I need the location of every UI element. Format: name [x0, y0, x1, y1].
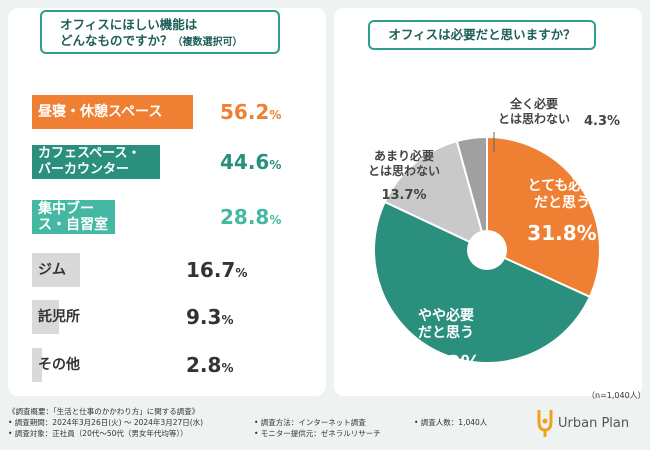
bar-1: カフェスペース・ バーカウンター — [32, 145, 160, 179]
bar-0: 昼寝・休憩スペース — [32, 95, 194, 129]
bar-fill-0 — [32, 95, 194, 129]
footer-survey-title: 《調査概要：「生活と仕事のかかわり方」に関する調査》 — [8, 407, 200, 416]
bar-3: ジム — [32, 253, 80, 287]
bar-value-2: 28.8% — [220, 205, 282, 229]
footer-survey-method: • 調査方法：インターネット調査 — [254, 418, 366, 427]
bar-label-2: 集中ブース・自習室 — [38, 201, 108, 233]
pie-label-2-line0: あまり必要 — [374, 148, 434, 163]
footer-sample-count: • 調査人数：1,040人 — [414, 418, 488, 427]
sample-size: （n=1,040人） — [587, 391, 646, 400]
pie-slice-1 — [373, 200, 592, 365]
bar-2: 集中ブース・自習室 — [32, 200, 115, 234]
pie-label-0-line1: だと思う — [534, 195, 590, 211]
left-question-box: オフィスにほしい機能は どんなものですか？（複数選択可） — [40, 10, 280, 54]
bar-fill-4 — [32, 300, 59, 334]
pie-label-1-line1: だと思う — [418, 325, 474, 341]
footer-survey-period: • 調査期間：2024年3月26日(火) 〜 2024年3月27日(水) — [8, 418, 204, 427]
bar-label-1: カフェスペース・ バーカウンター — [38, 146, 141, 177]
pie-slice-2 — [383, 139, 489, 252]
bar-4: 託児所 — [32, 300, 80, 334]
pie-value-1: 50.2% — [411, 351, 480, 375]
logo-text: Urban Plan — [558, 415, 630, 431]
pie-label-1-line0: やや必要 — [418, 307, 474, 324]
bar-label-4: 託児所 — [38, 309, 80, 325]
pie-label-2-line1: とは思わない — [368, 164, 440, 178]
pie-value-3: 4.3% — [584, 114, 620, 129]
right-question-box: オフィスは必要だと思いますか？ — [368, 20, 596, 50]
bar-label-0: 昼寝・休憩スペース — [38, 104, 163, 120]
bar-fill-1 — [32, 145, 160, 179]
bar-fill-5 — [32, 348, 42, 382]
pie-label-0-line0: とても必要 — [528, 177, 597, 194]
footer-col-3: • 調査人数：1,040人 — [414, 417, 487, 428]
pie-value-2: 13.7% — [381, 188, 426, 203]
bar-label-3: ジム — [38, 262, 66, 278]
bar-fill-3 — [32, 253, 80, 287]
bar-value-0: 56.2% — [220, 100, 282, 124]
bar-value-4: 9.3% — [186, 305, 234, 329]
footer-col-2: • 調査方法：インターネット調査 • モニター提供元：ゼネラルリサーチ — [254, 417, 381, 439]
left-question-note: （複数選択可） — [172, 37, 243, 48]
pie-center-hole — [467, 230, 507, 270]
pie-label-3-line0: 全く必要 — [509, 96, 558, 111]
logo: Urban Plan — [536, 408, 629, 438]
pie-slice-0 — [486, 135, 601, 299]
footer: 《調査概要：「生活と仕事のかかわり方」に関する調査》 • 調査期間：2024年3… — [0, 400, 650, 450]
left-question-line2: どんなものですか？ — [60, 33, 173, 48]
bar-fill-2 — [32, 200, 115, 234]
bar-value-5: 2.8% — [186, 353, 234, 377]
footer-monitor-provider: • モニター提供元：ゼネラルリサーチ — [254, 429, 381, 438]
footer-col-1: 《調査概要：「生活と仕事のかかわり方」に関する調査》 • 調査期間：2024年3… — [8, 406, 203, 439]
pie-chart: とても必要だと思う31.8%やや必要だと思う50.2%あまり必要とは思わない13… — [368, 96, 620, 375]
bar-label-5: その他 — [38, 357, 80, 373]
bar-value-3: 16.7% — [186, 258, 248, 282]
pie-value-0: 31.8% — [527, 221, 596, 245]
bar-value-1: 44.6% — [220, 150, 282, 174]
pie-slice-3 — [455, 135, 488, 251]
left-question-line2-wrap: どんなものですか？（複数選択可） — [60, 33, 278, 51]
footer-survey-target: • 調査対象：正社員（20代〜50代（男女年代均等）） — [8, 429, 188, 438]
bar-5: その他 — [32, 348, 80, 382]
right-question-text: オフィスは必要だと思いますか？ — [388, 27, 576, 42]
pie-label-3-line1: とは思わない — [498, 112, 570, 126]
left-question-line1: オフィスにほしい機能は — [60, 17, 198, 32]
urban-plan-logo-icon — [537, 410, 553, 437]
